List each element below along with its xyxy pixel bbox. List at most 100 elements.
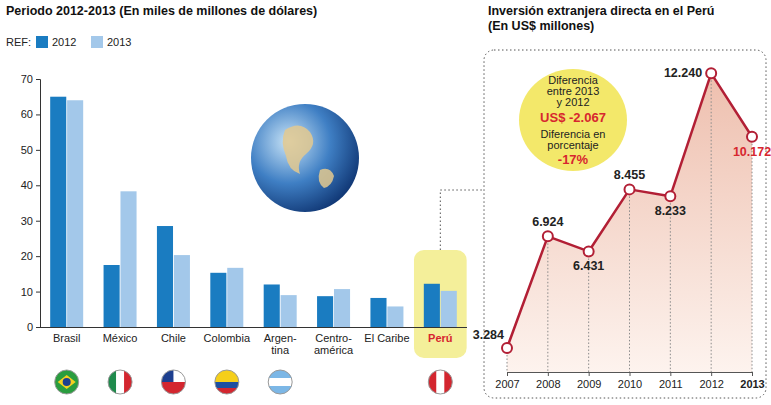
marker: [665, 191, 675, 201]
flag-ring: [428, 370, 452, 394]
bar: [174, 255, 190, 327]
bar: [227, 268, 243, 327]
flag-stripe: [108, 370, 117, 394]
tick: 2010: [618, 372, 642, 390]
flag-stripe: [428, 370, 437, 394]
flag-detail: [63, 378, 71, 386]
tick-label: 60: [21, 108, 33, 120]
flag-stripe: [215, 370, 239, 383]
tick-label: 2007: [495, 378, 519, 390]
annotation: -17%: [558, 152, 589, 167]
flag-stripe: [161, 382, 185, 395]
flag: [215, 370, 239, 395]
tick-label: 20: [21, 250, 33, 262]
bar: [317, 296, 333, 327]
tick-mark: [36, 221, 40, 222]
tick-label: Brasil: [53, 332, 81, 344]
tick-mark: [36, 327, 40, 328]
tick: 30: [21, 215, 40, 227]
bar: [104, 265, 120, 327]
tick-mark: [36, 292, 40, 293]
tick-label: 70: [21, 73, 33, 85]
marker: [747, 132, 757, 142]
tick: Brasil: [53, 327, 81, 344]
flag-ring: [161, 370, 185, 394]
tick-label: Argen-tina: [264, 332, 297, 356]
y-axis: 0 10 20 30 40 50 60 70: [21, 73, 41, 333]
tick: 2013: [740, 372, 764, 390]
tick: 2009: [577, 372, 601, 390]
bar: [424, 284, 440, 327]
bar: [334, 289, 350, 327]
tick: 40: [21, 179, 40, 191]
line: [507, 73, 752, 348]
tick-label: México: [103, 332, 138, 344]
legend-label: 2012: [52, 36, 76, 48]
tick: 70: [21, 73, 40, 85]
annotation: Diferencia enporcentaje: [541, 128, 606, 151]
bar: [120, 191, 136, 327]
tick: 2011: [659, 372, 683, 390]
flag-ring: [55, 370, 79, 394]
tick: 0: [27, 321, 40, 333]
flag-stripe: [116, 370, 125, 394]
bar: [67, 100, 83, 327]
tick: Centro-américa: [314, 327, 354, 356]
tick-label: Chile: [161, 332, 186, 344]
bar: [157, 226, 173, 327]
flag-stripe: [268, 378, 292, 387]
marker: [543, 231, 553, 241]
flag-stripe: [436, 370, 445, 394]
flag-stripe: [161, 370, 185, 383]
tick: Colombia: [204, 327, 251, 344]
tick-label: Perú: [428, 332, 452, 344]
flag-stripe: [215, 382, 239, 389]
legend: 20122013: [36, 36, 131, 48]
tick-label: 2011: [659, 378, 683, 390]
drop-line: [547, 236, 548, 372]
flag-stripe: [268, 370, 292, 379]
tick: 50: [21, 144, 40, 156]
bars: [50, 97, 457, 327]
flag-ring: [215, 370, 239, 394]
tick-label: 30: [21, 215, 33, 227]
tick-mark: [548, 372, 549, 376]
bar: [264, 284, 280, 327]
axis-line: [36, 80, 41, 328]
bar: [370, 298, 386, 327]
bar: [281, 295, 297, 327]
legend-swatch: [36, 36, 48, 48]
tick-mark: [36, 114, 40, 115]
data-label: 6.924: [532, 215, 563, 229]
flag-stripe: [55, 370, 79, 395]
flag: [268, 370, 292, 395]
drop-line: [711, 73, 712, 372]
tick-mark: [630, 372, 631, 376]
tick-mark: [36, 185, 40, 186]
flag: [428, 370, 453, 394]
chart-title: Inversión extranjera directa en el Perú: [488, 4, 715, 18]
tick-label: Centro-américa: [314, 332, 354, 356]
tick: 60: [21, 108, 40, 120]
marker: [584, 246, 594, 256]
tick: Perú: [428, 327, 452, 344]
marker: [625, 184, 635, 194]
tick: 10: [21, 286, 40, 298]
data-label: 8.233: [655, 204, 686, 218]
data-label: 10.172: [733, 145, 771, 159]
tick-label: 0: [27, 321, 33, 333]
area: [507, 73, 752, 372]
annotation: Diferenciaentre 2013y 2012: [547, 74, 600, 108]
tick: El Caribe: [364, 327, 409, 344]
tick-label: 2013: [740, 378, 764, 390]
highlight: [414, 250, 467, 358]
flag: [161, 370, 185, 395]
tick-label: Colombia: [204, 332, 251, 344]
bar: [210, 273, 226, 327]
tick-mark: [752, 372, 753, 376]
tick-label: 40: [21, 179, 33, 191]
chart-root: Periodo 2012-2013 (En miles de millones …: [0, 0, 771, 405]
tick-label: 2010: [618, 378, 642, 390]
drop-line: [629, 189, 630, 372]
axis-line: [40, 327, 467, 328]
